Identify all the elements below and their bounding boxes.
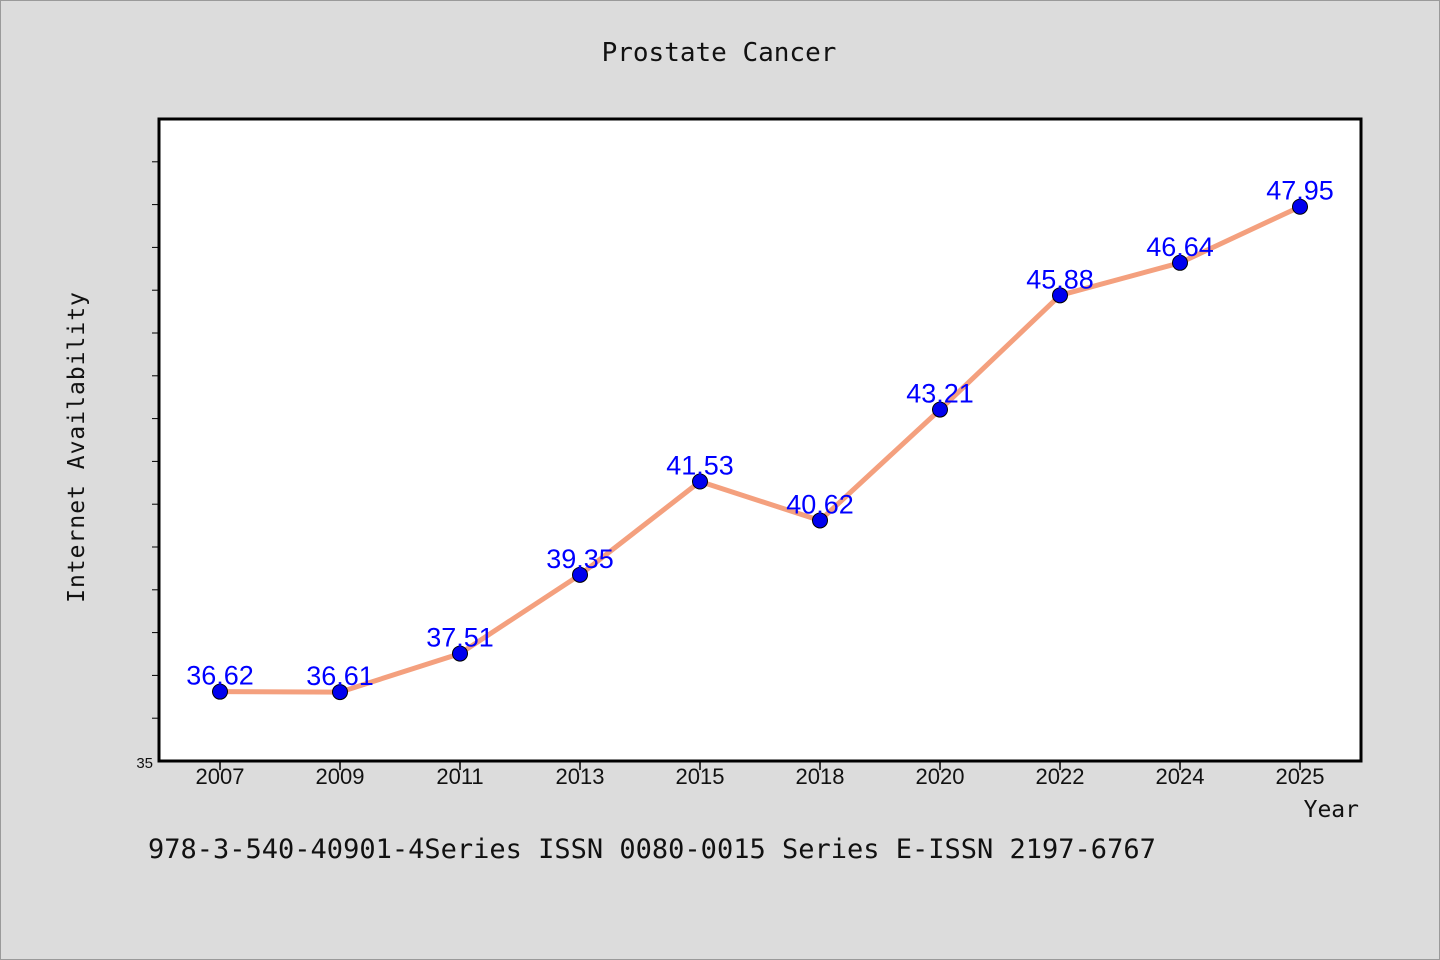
data-label: 36.61 — [306, 661, 374, 691]
x-tick-label: 2011 — [436, 764, 483, 789]
x-tick-label: 2020 — [916, 764, 965, 789]
x-tick-label: 2009 — [316, 764, 365, 789]
y-tick-label: 35 — [136, 755, 153, 772]
x-tick-label: 2022 — [1036, 764, 1085, 789]
series-line — [217, 204, 1303, 695]
x-tick-label: 2007 — [196, 764, 245, 789]
data-label: 47.95 — [1266, 176, 1334, 206]
x-tick-label: 2025 — [1276, 764, 1325, 789]
x-tick-label: 2024 — [1156, 764, 1205, 789]
data-point — [812, 512, 828, 529]
data-point — [572, 566, 588, 583]
x-axis-ticks: 2007 2009 2011 2013 2015 2018 2020 2022 2024 2025 — [196, 761, 1325, 789]
data-label: 46.64 — [1146, 232, 1214, 262]
plot-area — [157, 117, 1363, 763]
data-label: 40.62 — [786, 489, 854, 519]
x-tick-label: 2018 — [796, 764, 845, 789]
data-point — [332, 684, 348, 701]
series-line-group — [217, 204, 1303, 695]
data-label: 37.51 — [426, 623, 494, 653]
data-label: 41.53 — [666, 451, 734, 481]
footer-note: 978-3-540-40901-4Series ISSN 0080-0015 S… — [148, 834, 1156, 865]
data-point — [452, 645, 468, 662]
data-label: 36.62 — [186, 661, 254, 691]
data-label: 39.35 — [546, 544, 614, 574]
y-axis-label: Internet Availability — [64, 291, 90, 603]
x-tick-label: 2015 — [676, 764, 725, 789]
data-label: 45.88 — [1026, 264, 1094, 294]
data-point — [1052, 287, 1068, 304]
data-point — [212, 683, 228, 700]
data-point — [1172, 254, 1188, 271]
data-label: 43.21 — [906, 379, 974, 409]
data-point — [932, 401, 948, 418]
data-point — [692, 473, 708, 490]
x-tick-label: 2013 — [556, 764, 605, 789]
y-axis-ticks: 35 — [136, 161, 159, 772]
data-labels: 36.62 36.61 37.51 39.35 41.53 40.62 43.21 45.88… — [186, 176, 1334, 691]
data-point — [1292, 198, 1308, 215]
x-axis-label: Year — [1304, 797, 1359, 823]
data-markers — [212, 198, 1308, 701]
chart-title: Prostate Cancer — [602, 38, 837, 68]
